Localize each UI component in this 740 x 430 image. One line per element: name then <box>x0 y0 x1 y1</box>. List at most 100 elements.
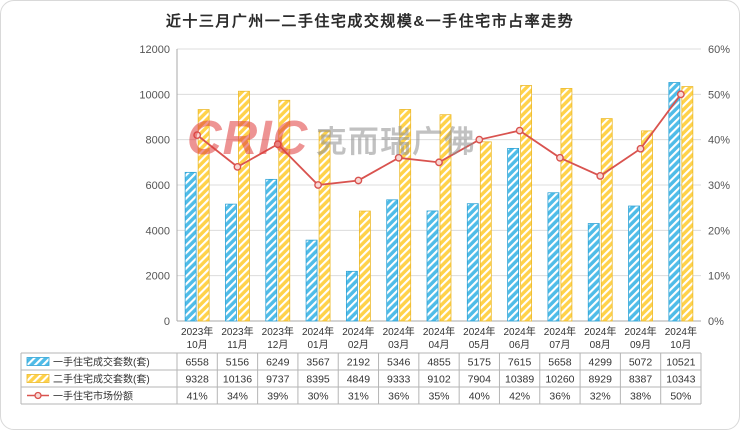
chart-title: 近十三月广州一二手住宅成交规模&一手住宅市占率走势 <box>165 13 575 30</box>
x-label-month: 07月 <box>549 339 570 351</box>
x-label-year: 2024年 <box>383 325 415 338</box>
bar <box>197 109 210 322</box>
table-value-cell: 10521 <box>666 357 695 369</box>
x-label-month: 08月 <box>590 339 611 351</box>
table-value-cell: 9102 <box>427 374 451 386</box>
bar <box>238 90 250 322</box>
bar <box>668 82 681 322</box>
x-label-year: 2024年 <box>463 325 495 338</box>
table-value-cell: 7904 <box>468 374 492 386</box>
bar <box>507 147 520 322</box>
x-label-year: 2024年 <box>342 325 374 338</box>
left-axis-tick: 12000 <box>139 44 170 56</box>
table-value-cell: 6558 <box>185 357 209 369</box>
left-axis-tick: 8000 <box>146 135 170 147</box>
bar-series-0 <box>184 82 681 322</box>
table-value-cell: 9333 <box>387 374 411 386</box>
table-value-cell: 41% <box>187 391 208 403</box>
table-value-cell: 34% <box>227 391 248 403</box>
bar <box>318 130 331 322</box>
table-value-cell: 8395 <box>306 374 330 386</box>
bar-series-1 <box>197 85 694 322</box>
x-axis-labels: 2023年10月2023年11月2023年12月2024年01月2024年02月… <box>181 325 697 351</box>
line-marker <box>435 158 443 167</box>
table-value-cell: 39% <box>267 391 288 403</box>
table-value-cell: 5658 <box>548 357 572 369</box>
line-marker <box>354 176 363 185</box>
table-value-cell: 10260 <box>545 374 574 386</box>
bar <box>560 88 573 322</box>
bar <box>587 223 600 322</box>
right-axis-tick: 50% <box>708 89 730 101</box>
legend-swatch <box>26 357 50 366</box>
line-marker <box>556 153 564 162</box>
right-axis-tick: 10% <box>708 271 730 283</box>
bar <box>520 85 533 322</box>
table-value-cell: 10136 <box>223 374 252 386</box>
data-table: 一手住宅成交套数(套) 6558 5156 6249 3567 2192 5346 4855 5… <box>20 352 702 405</box>
x-label-year: 2024年 <box>665 325 697 338</box>
table-value-cell: 40% <box>469 391 490 403</box>
legend-swatch <box>26 374 50 383</box>
line-marker <box>314 181 322 189</box>
line-marker <box>394 153 403 162</box>
right-axis-tick: 0% <box>708 316 724 328</box>
table-value-cell: 10343 <box>666 374 695 386</box>
x-label-year: 2024年 <box>503 325 535 338</box>
line-marker <box>193 131 202 140</box>
table-value-cell: 5156 <box>226 357 250 369</box>
table-value-cell: 9737 <box>266 374 290 386</box>
x-label-year: 2023年 <box>221 325 253 338</box>
legend-label: 二手住宅成交套数(套) <box>53 373 150 386</box>
table-value-cell: 10389 <box>505 374 534 386</box>
table-value-cell: 3567 <box>306 357 330 369</box>
table-value-cell: 4849 <box>347 374 371 386</box>
right-axis-tick: 60% <box>708 44 730 56</box>
axis-tick-labels: 0 2000 4000 6000 8000 10000 12000 0% 10% 20% 30% 40… <box>139 44 730 328</box>
bar <box>345 270 358 322</box>
bar <box>681 86 694 322</box>
x-label-month: 12月 <box>267 339 288 351</box>
line-marker <box>596 172 605 180</box>
left-axis-tick: 0 <box>164 316 170 328</box>
gridlines <box>177 48 701 322</box>
x-label-month: 10月 <box>670 339 691 351</box>
table-value-cell: 8929 <box>589 374 613 386</box>
x-label-month: 09月 <box>630 339 651 351</box>
bar <box>439 114 452 322</box>
left-axis-tick: 2000 <box>146 271 170 283</box>
table-value-cell: 4855 <box>427 357 451 369</box>
x-label-month: 10月 <box>187 339 208 351</box>
axes <box>176 49 701 322</box>
right-axis-tick: 20% <box>708 225 730 237</box>
table-value-cell: 42% <box>509 391 530 403</box>
table-value-cell: 6249 <box>266 357 290 369</box>
bar <box>628 205 640 322</box>
table-value-cell: 5175 <box>468 357 492 369</box>
table-value-cell: 30% <box>308 391 329 403</box>
line-marker <box>676 90 685 99</box>
x-label-year: 2024年 <box>544 325 576 338</box>
bar <box>225 203 237 322</box>
bar <box>386 199 399 322</box>
bar <box>547 192 560 322</box>
table-value-cell: 38% <box>630 391 651 403</box>
table-value-cell: 2192 <box>347 357 371 369</box>
x-label-year: 2024年 <box>302 325 334 338</box>
x-label-year: 2024年 <box>624 325 656 338</box>
bar <box>426 210 439 322</box>
x-label-month: 02月 <box>348 339 369 351</box>
x-label-month: 01月 <box>308 339 329 351</box>
right-axis-tick: 30% <box>708 180 730 192</box>
bar <box>466 203 479 322</box>
table-value-cell: 5346 <box>387 357 411 369</box>
table-value-cell: 36% <box>549 391 570 403</box>
table-value-cell: 35% <box>428 391 449 403</box>
bar <box>265 178 278 322</box>
table-value-cell: 31% <box>348 391 369 403</box>
x-label-year: 2023年 <box>262 325 294 338</box>
legend-marker <box>34 391 42 400</box>
x-label-year: 2024年 <box>423 325 455 338</box>
